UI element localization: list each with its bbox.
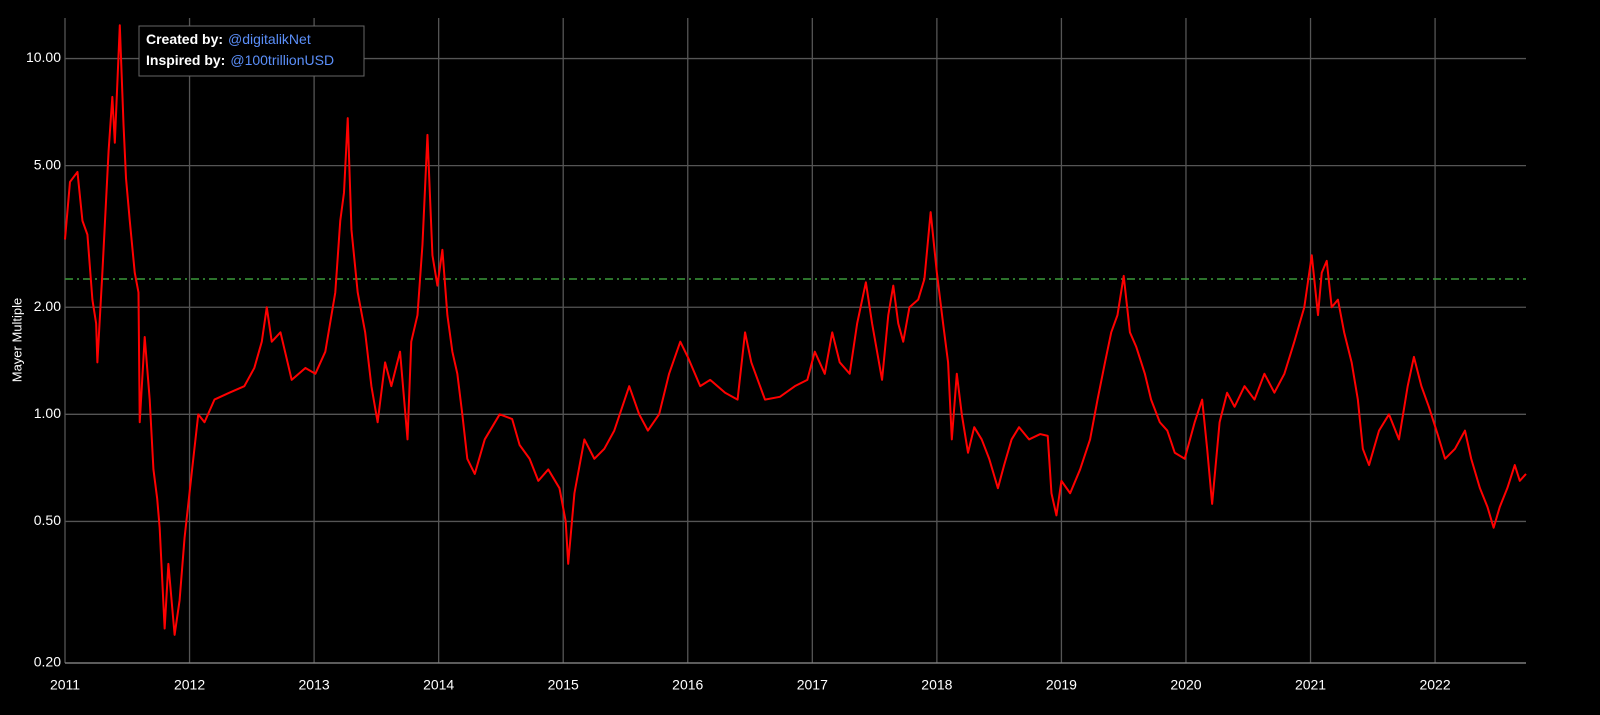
y-tick-label: 2.00 xyxy=(34,298,61,314)
credits-handle[interactable]: @100trillionUSD xyxy=(230,52,334,68)
data-line xyxy=(64,24,1527,636)
x-tick-label: 2016 xyxy=(672,677,703,693)
x-tick-label: 2011 xyxy=(50,677,80,693)
y-tick-label: 0.50 xyxy=(34,512,61,528)
credits-box xyxy=(138,25,365,77)
credits-line: Created by: @digitalikNet xyxy=(146,31,311,47)
credits-label: Inspired by: xyxy=(146,52,225,68)
y-tick-label: 5.00 xyxy=(34,156,61,172)
x-tick-label: 2015 xyxy=(548,677,579,693)
x-tick-label: 2012 xyxy=(174,677,205,693)
y-tick-label: 10.00 xyxy=(26,49,61,65)
y-tick-label: 1.00 xyxy=(34,405,61,421)
credits-line: Inspired by: @100trillionUSD xyxy=(146,52,334,68)
x-tick-label: 2013 xyxy=(299,677,330,693)
y-tick-label: 0.20 xyxy=(34,654,61,670)
y-axis-label: Mayer Multiple xyxy=(9,298,24,383)
x-tick-label: 2021 xyxy=(1295,677,1326,693)
x-tick-label: 2018 xyxy=(921,677,952,693)
x-tick-label: 2022 xyxy=(1419,677,1450,693)
x-tick-label: 2014 xyxy=(423,677,454,693)
credits-label: Created by: xyxy=(146,31,223,47)
x-tick-label: 2017 xyxy=(797,677,828,693)
credits-handle[interactable]: @digitalikNet xyxy=(228,31,311,47)
x-tick-label: 2019 xyxy=(1046,677,1077,693)
x-tick-label: 2020 xyxy=(1170,677,1201,693)
